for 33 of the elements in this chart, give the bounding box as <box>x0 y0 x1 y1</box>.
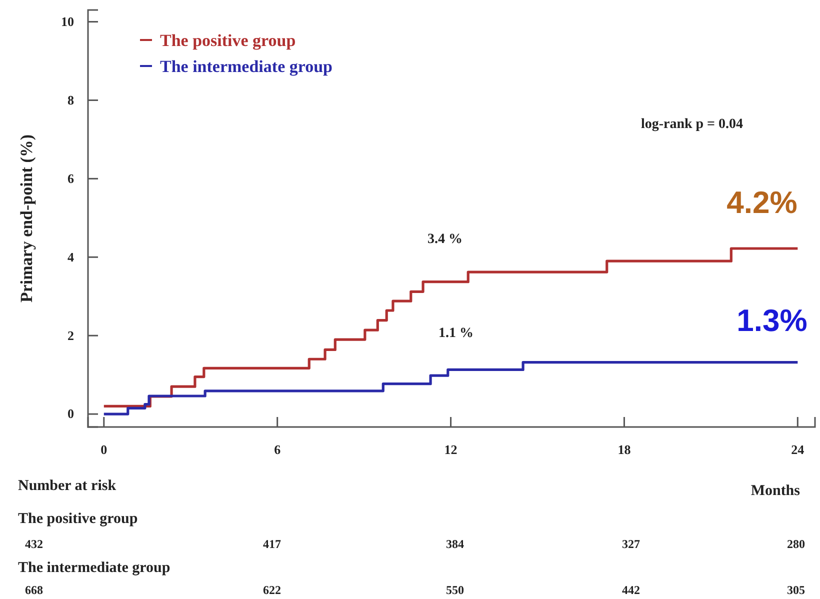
y-tick-label: 2 <box>68 328 74 343</box>
annotation: log-rank p = 0.04 <box>640 117 744 132</box>
text: Number at risk <box>18 478 117 494</box>
annotation: 3.4 % <box>428 232 462 247</box>
text: 327 <box>622 537 640 551</box>
text: 442 <box>622 583 640 597</box>
y-tick-label: 0 <box>68 406 74 422</box>
x-tick-label: 12 <box>444 442 458 458</box>
y-tick-label: 6 <box>68 170 74 186</box>
text: 280 <box>787 537 805 551</box>
y-tick-label: 10 <box>61 14 74 29</box>
y-tick-label: 4 <box>68 249 74 264</box>
text: 622 <box>263 583 281 597</box>
text: 384 <box>446 537 464 551</box>
x-axis-title: Months <box>750 483 800 499</box>
legend-label: The positive group <box>160 30 296 50</box>
x-tick-label: 6 <box>274 442 282 458</box>
y-axis-title: Primary end-point (%) <box>17 134 36 303</box>
text: The positive group <box>18 511 138 527</box>
x-tick-label: 24 <box>791 442 805 458</box>
text: 305 <box>787 583 805 597</box>
annotation: 1.3% <box>736 303 808 338</box>
annotation: 4.2% <box>726 185 798 220</box>
x-tick-label: 0 <box>100 442 108 458</box>
annotation: 1.1 % <box>438 326 474 341</box>
text: 417 <box>263 537 281 551</box>
text: 668 <box>25 583 43 597</box>
text: 550 <box>446 583 464 597</box>
legend-label: The intermediate group <box>160 56 333 76</box>
y-tick-label: 8 <box>68 92 74 108</box>
text: The intermediate group <box>18 560 170 576</box>
x-tick-label: 18 <box>618 442 632 458</box>
text: 432 <box>25 537 43 551</box>
